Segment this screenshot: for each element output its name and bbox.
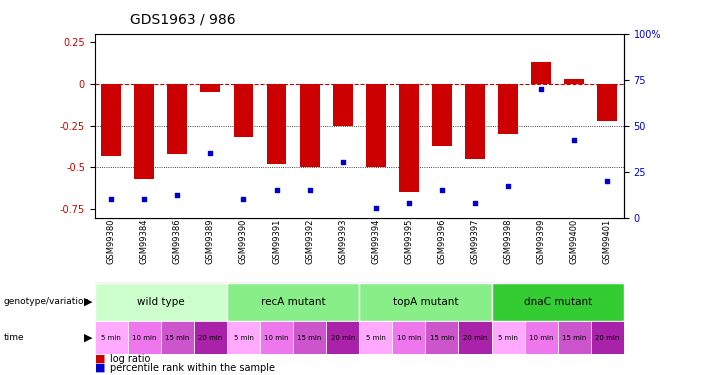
Bar [491,321,524,354]
Bar [458,321,491,354]
Text: genotype/variation: genotype/variation [4,297,90,306]
Text: GSM99394: GSM99394 [372,219,381,264]
Text: 15 min: 15 min [297,334,322,340]
Bar [491,283,624,321]
Text: topA mutant: topA mutant [393,297,458,307]
Text: GSM99389: GSM99389 [206,219,215,264]
Text: 20 min: 20 min [331,334,355,340]
Point [337,159,348,165]
Bar [300,84,320,167]
Bar [591,321,624,354]
Text: 5 min: 5 min [101,334,121,340]
Bar [227,321,260,354]
Bar [260,321,293,354]
Text: 10 min: 10 min [264,334,289,340]
Bar [498,84,518,134]
Bar [359,321,393,354]
Bar [194,321,227,354]
Text: GSM99397: GSM99397 [470,219,479,264]
Bar [168,84,187,154]
Bar [393,321,426,354]
Text: dnaC mutant: dnaC mutant [524,297,592,307]
Bar [366,84,386,167]
Point [139,196,150,202]
Point [271,187,283,193]
Text: 20 min: 20 min [198,334,223,340]
Text: 10 min: 10 min [397,334,421,340]
Bar [161,321,194,354]
Text: GDS1963 / 986: GDS1963 / 986 [130,12,236,26]
Point [238,196,249,202]
Text: GSM99396: GSM99396 [437,219,447,264]
Bar [233,84,254,137]
Text: percentile rank within the sample: percentile rank within the sample [110,363,275,373]
Point [370,205,381,211]
Text: GSM99392: GSM99392 [305,219,314,264]
Text: GSM99400: GSM99400 [570,219,579,264]
Text: time: time [4,333,24,342]
Text: 10 min: 10 min [132,334,156,340]
Text: GSM99399: GSM99399 [537,219,545,264]
Text: 15 min: 15 min [562,334,587,340]
Point [436,187,447,193]
Point [470,200,481,206]
Point [304,187,315,193]
Text: 20 min: 20 min [463,334,487,340]
Point [205,150,216,156]
Text: GSM99398: GSM99398 [503,219,512,264]
Bar [200,84,220,92]
Text: GSM99390: GSM99390 [239,219,248,264]
Text: ■: ■ [95,363,105,373]
Text: 5 min: 5 min [366,334,386,340]
Bar [293,321,326,354]
Text: GSM99386: GSM99386 [173,219,182,264]
Text: ▶: ▶ [84,297,93,307]
Text: GSM99395: GSM99395 [404,219,414,264]
Bar [135,84,154,179]
Bar [266,84,287,164]
Text: GSM99393: GSM99393 [338,219,347,264]
Point [172,192,183,198]
Bar [524,321,558,354]
Bar [95,283,227,321]
Bar [597,84,618,121]
Text: ▶: ▶ [84,333,93,342]
Text: ■: ■ [95,354,105,364]
Point [536,86,547,92]
Bar [128,321,161,354]
Bar [531,62,551,84]
Text: 10 min: 10 min [529,334,554,340]
Point [569,137,580,143]
Point [503,183,514,189]
Bar [426,321,458,354]
Text: 15 min: 15 min [165,334,189,340]
Text: log ratio: log ratio [110,354,151,364]
Text: recA mutant: recA mutant [261,297,325,307]
Bar [326,321,359,354]
Point [601,178,613,184]
Point [403,200,414,206]
Text: GSM99380: GSM99380 [107,219,116,264]
Bar [227,283,360,321]
Text: wild type: wild type [137,297,184,307]
Bar [558,321,591,354]
Text: 5 min: 5 min [233,334,254,340]
Text: 20 min: 20 min [595,334,620,340]
Bar [333,84,353,126]
Bar [95,321,128,354]
Point [106,196,117,202]
Text: GSM99384: GSM99384 [139,219,149,264]
Bar [399,84,418,192]
Bar [359,283,491,321]
Text: 15 min: 15 min [430,334,454,340]
Text: GSM99391: GSM99391 [272,219,281,264]
Text: GSM99401: GSM99401 [603,219,612,264]
Bar [564,79,584,84]
Bar [101,84,121,156]
Text: 5 min: 5 min [498,334,518,340]
Bar [432,84,452,146]
Bar [465,84,485,159]
